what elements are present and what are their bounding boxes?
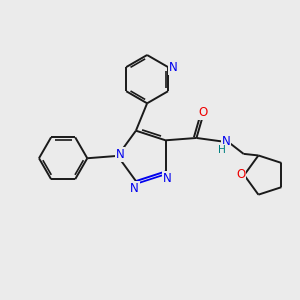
- Text: H: H: [218, 145, 226, 155]
- Text: O: O: [236, 168, 245, 181]
- Text: N: N: [116, 148, 124, 161]
- Text: O: O: [199, 106, 208, 119]
- Text: N: N: [221, 135, 230, 148]
- Text: N: N: [163, 172, 171, 185]
- Text: N: N: [169, 61, 178, 74]
- Text: N: N: [130, 182, 139, 195]
